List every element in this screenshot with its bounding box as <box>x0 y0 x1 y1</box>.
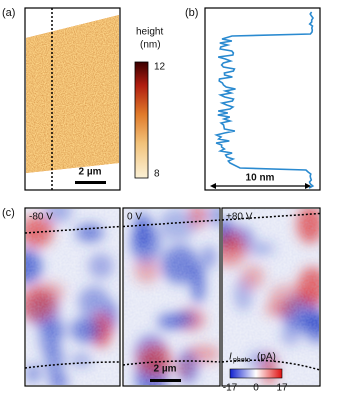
height-profile <box>214 11 315 189</box>
colorbar-mid: 0 <box>253 383 259 394</box>
map-noise <box>124 209 219 385</box>
frame <box>221 207 321 387</box>
edge-line <box>122 219 221 228</box>
map <box>124 209 219 385</box>
colorbar-max: 12 <box>154 62 166 73</box>
edge-line <box>221 359 321 371</box>
colorbar-subscript: photo <box>233 357 251 364</box>
arrow-head <box>210 183 216 189</box>
map-noise <box>223 209 319 385</box>
colorbar-unit: (pA) <box>257 352 276 363</box>
colorbar-symbol: I <box>229 352 232 363</box>
arrow-head <box>305 183 311 189</box>
colorbar-title: height <box>136 27 163 38</box>
panel-label: (a) <box>2 7 15 19</box>
scale-bar <box>75 181 106 184</box>
edge-line <box>122 360 221 366</box>
edge-line <box>24 361 121 369</box>
colorbar-min: -17 <box>223 383 238 394</box>
frame <box>24 207 121 387</box>
map <box>223 209 319 385</box>
map-noise <box>26 209 120 385</box>
scale-bar <box>150 379 181 382</box>
colorbar <box>229 368 283 379</box>
photocurrent-maps: -80 V 0 V +80 V <box>24 207 321 387</box>
map-label: 0 V <box>127 212 142 223</box>
panel-label: (b) <box>185 7 198 19</box>
map-label: +80 V <box>226 212 253 223</box>
arrow-label: 10 nm <box>246 173 275 184</box>
map <box>26 209 120 385</box>
colorbar <box>134 61 149 179</box>
colorbar-min: 8 <box>154 169 160 180</box>
map-label: -80 V <box>29 212 53 223</box>
colorbar-unit: (nm) <box>140 40 161 51</box>
frame <box>122 207 221 387</box>
edge-line <box>221 212 321 221</box>
scale-label: 2 µm <box>154 364 177 375</box>
height-texture <box>26 15 119 173</box>
panel-label: (c) <box>2 207 15 219</box>
scale-label: 2 µm <box>79 167 102 178</box>
colorbar-max: 17 <box>276 383 288 394</box>
